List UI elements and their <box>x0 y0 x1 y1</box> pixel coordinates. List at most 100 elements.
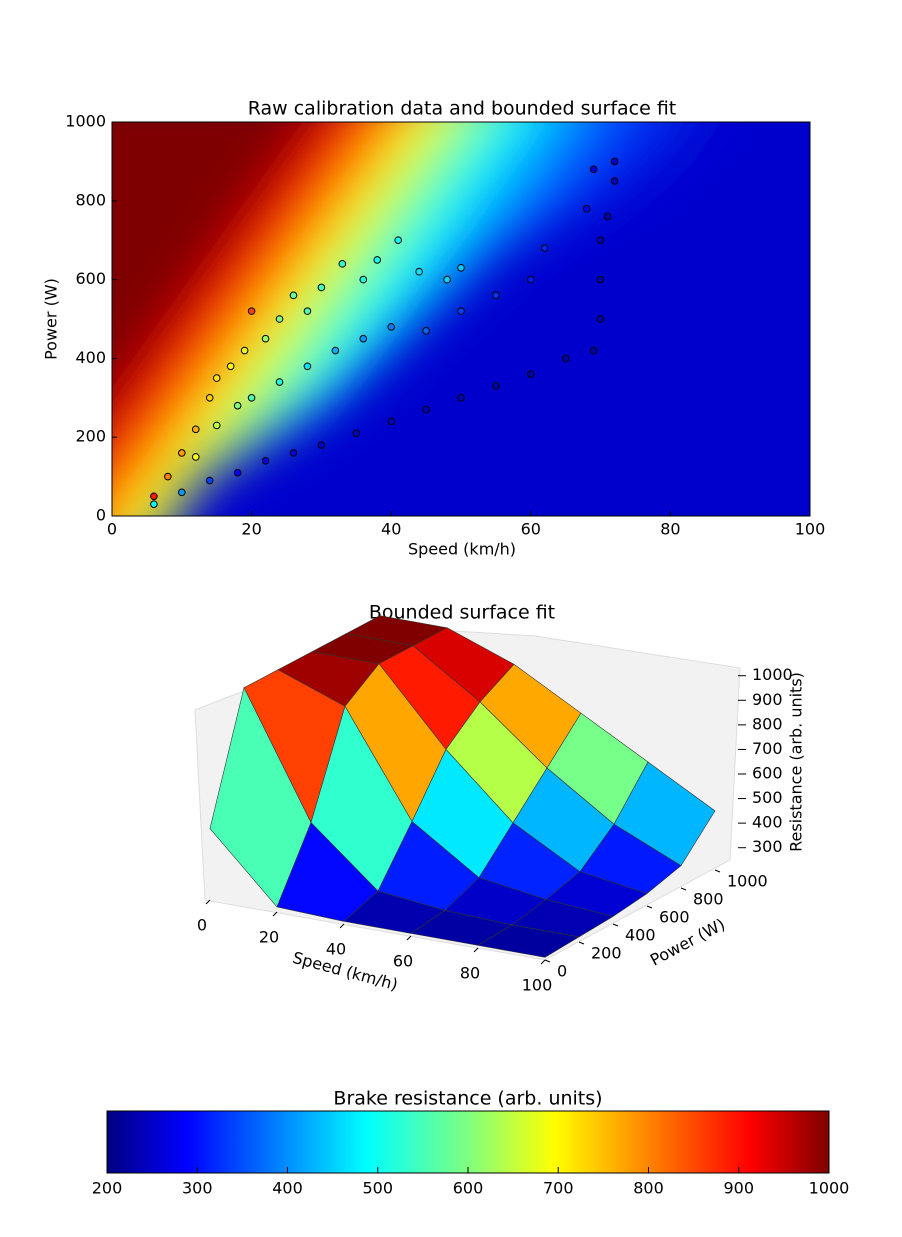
data-point <box>303 362 312 371</box>
y-tick-label: 800 <box>693 890 724 909</box>
x-tick <box>406 935 412 941</box>
data-point <box>261 334 270 343</box>
data-point <box>317 441 326 449</box>
data-point <box>457 394 465 402</box>
data-point <box>289 291 298 300</box>
x-tick-label: 20 <box>241 520 261 539</box>
z-tick-label: 900 <box>752 690 783 709</box>
x-tick-label: 100 <box>795 520 826 539</box>
z-tick-label: 500 <box>752 788 783 807</box>
colorbar <box>106 1110 830 1174</box>
data-point <box>394 236 402 244</box>
colorbar-tick-label: 700 <box>543 1179 574 1198</box>
data-point <box>527 275 535 284</box>
data-point <box>359 334 368 343</box>
data-point <box>233 468 242 477</box>
data-point <box>317 283 326 292</box>
colorbar-tick-label: 600 <box>453 1179 484 1198</box>
x-tick-label: 100 <box>522 976 553 995</box>
data-point <box>178 449 186 457</box>
colorbar-tick-label: 900 <box>723 1179 754 1198</box>
x-tick <box>339 923 345 929</box>
z-axis-label: Resistance (arb. units) <box>787 672 806 852</box>
data-point <box>303 307 312 315</box>
data-point <box>582 204 591 213</box>
data-point <box>610 177 619 185</box>
data-point <box>610 157 619 166</box>
data-point <box>443 275 451 284</box>
data-point <box>226 362 235 371</box>
x-tick-label: 40 <box>326 940 346 959</box>
y-tick-label: 0 <box>557 962 567 981</box>
y-tick <box>578 941 585 945</box>
data-point <box>527 370 535 378</box>
z-tick-label: 300 <box>752 837 783 856</box>
plot-frame <box>111 121 811 517</box>
data-point <box>492 382 500 390</box>
z-tick-label: 400 <box>752 813 783 832</box>
x-tick-label: 20 <box>259 928 279 947</box>
data-point <box>233 401 242 410</box>
x-tick <box>205 899 211 905</box>
data-point <box>289 449 298 457</box>
data-point <box>589 346 598 355</box>
data-point <box>561 354 570 363</box>
colorbar-tick-label: 800 <box>633 1179 664 1198</box>
chart-title: Bounded surface fit <box>369 602 555 624</box>
x-tick <box>473 947 479 953</box>
data-point <box>205 476 214 485</box>
y-tick <box>646 905 653 909</box>
data-point <box>212 374 221 382</box>
surface-patch <box>477 924 580 958</box>
data-point <box>457 307 465 315</box>
data-point <box>338 260 347 268</box>
data-point <box>373 256 382 264</box>
data-point <box>331 346 340 355</box>
data-point <box>191 425 200 434</box>
x-tick-label: 0 <box>197 916 207 935</box>
heatmap-background <box>112 122 810 516</box>
y-tick-label: 400 <box>625 926 656 945</box>
y-tick-label: 200 <box>75 427 106 446</box>
y-tick <box>714 869 721 873</box>
x-tick-label: 80 <box>660 520 680 539</box>
data-point <box>492 291 500 300</box>
colorbar-tick-label: 300 <box>182 1179 213 1198</box>
data-point <box>540 244 549 252</box>
y-tick-label: 800 <box>75 190 106 209</box>
z-tick-label: 700 <box>752 739 783 758</box>
data-point <box>191 453 200 461</box>
data-point <box>247 394 256 402</box>
y-tick-label: 1000 <box>65 112 106 131</box>
data-point <box>352 429 361 438</box>
colorbar-tick-label: 200 <box>92 1179 123 1198</box>
data-point <box>247 307 256 315</box>
z-tick-label: 600 <box>752 764 783 783</box>
data-point <box>596 236 605 244</box>
data-point <box>164 472 172 481</box>
y-tick <box>544 959 551 963</box>
colorbar-tick-label: 1000 <box>809 1179 850 1198</box>
data-point <box>415 267 423 276</box>
data-point <box>261 457 270 465</box>
y-axis-label: Power (W) <box>42 278 61 360</box>
data-point <box>178 488 186 497</box>
data-point <box>275 315 284 323</box>
data-point <box>596 315 605 323</box>
data-point <box>240 346 249 355</box>
data-point <box>457 263 465 272</box>
x-axis-label: Speed (km/h) <box>408 540 516 559</box>
data-point <box>359 275 368 284</box>
data-point <box>596 275 605 284</box>
colorbar-tick-label: 400 <box>272 1179 303 1198</box>
data-point <box>150 500 158 508</box>
data-point <box>589 165 598 174</box>
data-point <box>150 492 158 501</box>
x-tick-label: 80 <box>460 964 480 983</box>
z-tick-label: 1000 <box>752 665 793 684</box>
colorbar-title: Brake resistance (arb. units) <box>333 1088 602 1110</box>
data-point <box>422 405 430 414</box>
x-tick-label: 60 <box>521 520 541 539</box>
